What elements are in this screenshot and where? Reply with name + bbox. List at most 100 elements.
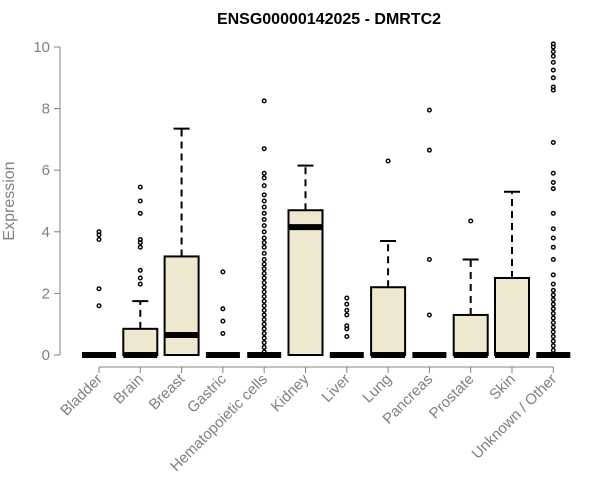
outlier-point [261,280,267,286]
outlier-point [137,210,143,216]
outlier-point [344,334,350,340]
outlier-point [426,312,432,318]
outlier-point [261,216,267,222]
outlier-point [261,257,267,263]
y-tick-label: 6 [42,162,50,179]
outlier-point [550,139,556,145]
outlier-point [261,344,267,350]
outlier-point [344,312,350,318]
outlier-point [261,204,267,210]
outlier-point [550,41,556,47]
outlier-point [137,198,143,204]
outlier-point [137,244,143,250]
outlier-point [344,307,350,313]
outlier-point [385,158,391,164]
box-unknown-other [536,41,571,358]
box-hematopoietic-cells [247,98,282,358]
outlier-point [261,321,267,327]
outlier-point [220,330,226,336]
outlier-point [220,318,226,324]
box-bladder [82,229,116,358]
outlier-point [261,210,267,216]
chart-title: ENSG00000142025 - DMRTC2 [217,11,441,28]
outlier-point [261,326,267,332]
y-tick-label: 0 [42,347,50,364]
box-body [370,286,407,356]
outlier-point [220,306,226,312]
box-liver [329,295,364,358]
outlier-point [550,67,556,73]
outlier-point [550,324,556,330]
outlier-point [261,270,267,276]
outlier-point [550,84,556,90]
outlier-point [550,210,556,216]
outlier-point [550,186,556,192]
outlier-point [550,297,556,303]
outlier-point [550,49,556,55]
box-body [122,327,159,357]
outlier-point [261,303,267,309]
outlier-point [468,218,474,224]
outlier-point [261,289,267,295]
outlier-point [261,235,267,241]
outlier-point [261,312,267,318]
x-tick-label: Breast [146,370,189,413]
box-body [287,209,324,356]
outlier-point [261,317,267,323]
outlier-point [261,335,267,341]
outlier-point [261,293,267,299]
x-tick-label: Bladder [57,371,106,420]
outlier-point [550,334,556,340]
box-breast [163,127,200,356]
outlier-point [96,229,102,235]
outlier-point [261,229,267,235]
outlier-point [550,75,556,81]
outlier-point [261,240,267,246]
y-axis-label: Expression [1,161,18,240]
outlier-point [344,323,350,329]
box-brain [122,184,159,358]
outlier-point [550,272,556,278]
outlier-point [550,329,556,335]
outlier-point [261,330,267,336]
outlier-point [426,107,432,113]
outlier-point [96,303,102,309]
outlier-point [261,266,267,272]
x-tick-label: Lung [359,371,395,407]
boxes-group [82,41,571,358]
outlier-point [261,340,267,346]
y-tick-label: 2 [42,285,50,302]
outlier-point [550,244,556,250]
outlier-point [261,307,267,313]
outlier-point [550,235,556,241]
outlier-point [137,236,143,242]
box-pancreas [412,107,447,358]
outlier-point [261,183,267,189]
outlier-point [261,98,267,104]
outlier-point [261,250,267,256]
box-skin [494,190,530,358]
outlier-point [550,170,556,176]
outlier-point [550,287,556,293]
outlier-point [261,298,267,304]
outlier-point [550,338,556,344]
outlier-point [261,146,267,152]
outlier-point [550,347,556,353]
outlier-point [550,310,556,316]
box-body [163,255,200,356]
outlier-point [137,267,143,273]
outlier-point [261,244,267,250]
outlier-point [426,147,432,153]
box-lung [370,158,407,358]
outlier-point [550,226,556,232]
box-prostate [452,218,489,358]
x-tick-label: Skin [486,371,519,404]
outlier-point [550,292,556,298]
y-tick-label: 8 [42,101,50,118]
outlier-point [261,170,267,176]
outlier-point [137,275,143,281]
x-tick-label: Prostate [426,371,478,423]
box-kidney [287,164,324,356]
